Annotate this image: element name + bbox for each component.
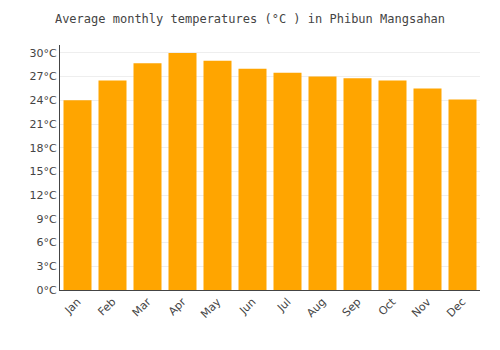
svg-text:12°C: 12°C bbox=[30, 189, 57, 202]
svg-text:30°C: 30°C bbox=[30, 47, 57, 60]
svg-text:May: May bbox=[198, 295, 224, 321]
svg-text:18°C: 18°C bbox=[30, 142, 57, 155]
svg-text:Oct: Oct bbox=[376, 295, 399, 318]
svg-text:Jul: Jul bbox=[274, 296, 293, 315]
svg-text:Sep: Sep bbox=[340, 296, 364, 320]
svg-text:Dec: Dec bbox=[444, 296, 468, 320]
svg-text:Jan: Jan bbox=[62, 296, 84, 318]
svg-text:Jun: Jun bbox=[236, 295, 258, 317]
svg-text:6°C: 6°C bbox=[37, 236, 57, 249]
svg-text:9°C: 9°C bbox=[37, 213, 57, 226]
svg-text:Average monthly temperatures (: Average monthly temperatures (°C ) in Ph… bbox=[55, 12, 445, 26]
svg-text:27°C: 27°C bbox=[30, 70, 57, 83]
svg-text:24°C: 24°C bbox=[30, 94, 57, 107]
svg-text:15°C: 15°C bbox=[30, 165, 57, 178]
svg-text:Nov: Nov bbox=[409, 295, 434, 320]
svg-text:Apr: Apr bbox=[166, 295, 189, 318]
svg-text:Aug: Aug bbox=[304, 296, 328, 320]
svg-text:Mar: Mar bbox=[130, 295, 154, 319]
svg-text:0°C: 0°C bbox=[37, 284, 57, 297]
svg-text:Feb: Feb bbox=[96, 296, 119, 319]
svg-text:3°C: 3°C bbox=[37, 260, 57, 273]
svg-text:21°C: 21°C bbox=[30, 118, 57, 131]
